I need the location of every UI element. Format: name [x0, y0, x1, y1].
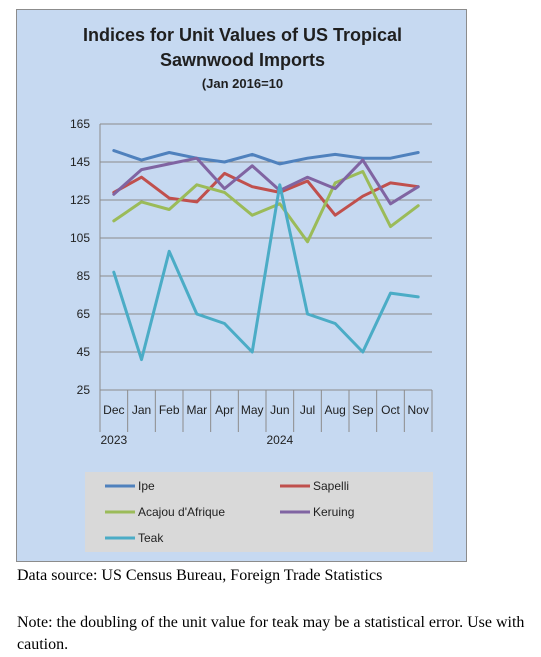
y-tick-label: 45 [77, 345, 91, 359]
x-tick-label-may: May [241, 403, 264, 417]
x-tick-label-apr: Apr [215, 403, 234, 417]
x-tick-label-oct: Oct [381, 403, 400, 417]
legend-label-keruing: Keruing [313, 505, 354, 519]
x-tick-label-mar: Mar [186, 403, 207, 417]
y-tick-label: 85 [77, 269, 91, 283]
year-label-2023: 2023 [100, 433, 127, 447]
y-tick-label: 65 [77, 307, 91, 321]
year-label-2024: 2024 [266, 433, 293, 447]
x-tick-label-jun: Jun [270, 403, 289, 417]
series-line-ipe [112, 149, 420, 166]
x-tick-label-nov: Nov [407, 403, 428, 417]
series-line-sapelli [112, 171, 420, 217]
legend-label-ipe: Ipe [138, 479, 155, 493]
series-line-acajou-d-afrique [112, 170, 420, 244]
x-tick-label-dec: Dec [103, 403, 124, 417]
y-tick-label: 105 [70, 231, 90, 245]
chart-title-line-1: Indices for Unit Values of US Tropical [82, 25, 403, 45]
caution-note: Note: the doubling of the unit value for… [17, 614, 525, 653]
chart-subtitle: (Jan 2016=10 [201, 76, 284, 91]
y-tick-label: 125 [70, 193, 90, 207]
x-tick-label-aug: Aug [324, 403, 345, 417]
legend-label-sapelli: Sapelli [313, 479, 349, 493]
legend-label-teak: Teak [138, 531, 164, 545]
legend-box [85, 472, 433, 552]
y-tick-label: 145 [70, 155, 90, 169]
x-tick-label-sep: Sep [352, 403, 374, 417]
x-tick-label-feb: Feb [159, 403, 180, 417]
data-source-text: Data source: US Census Bureau, Foreign T… [17, 567, 383, 584]
y-tick-label: 25 [77, 383, 91, 397]
chart-title-line-2: Sawnwood Imports [159, 50, 325, 70]
plot-area [100, 124, 432, 390]
x-tick-label-jul: Jul [300, 403, 315, 417]
legend-label-acajou-d-afrique: Acajou d'Afrique [138, 505, 225, 519]
x-tick-label-jan: Jan [132, 403, 151, 417]
chart-panel: Indices for Unit Values of US Tropical S… [16, 9, 467, 562]
line-chart: 25 45 65 85 105 125 145 165 Dec Jan Feb Mar Apr May Ju… [70, 117, 433, 552]
series-line-teak [112, 183, 420, 362]
y-tick-label: 165 [70, 117, 90, 131]
series-line-keruing [112, 156, 420, 206]
